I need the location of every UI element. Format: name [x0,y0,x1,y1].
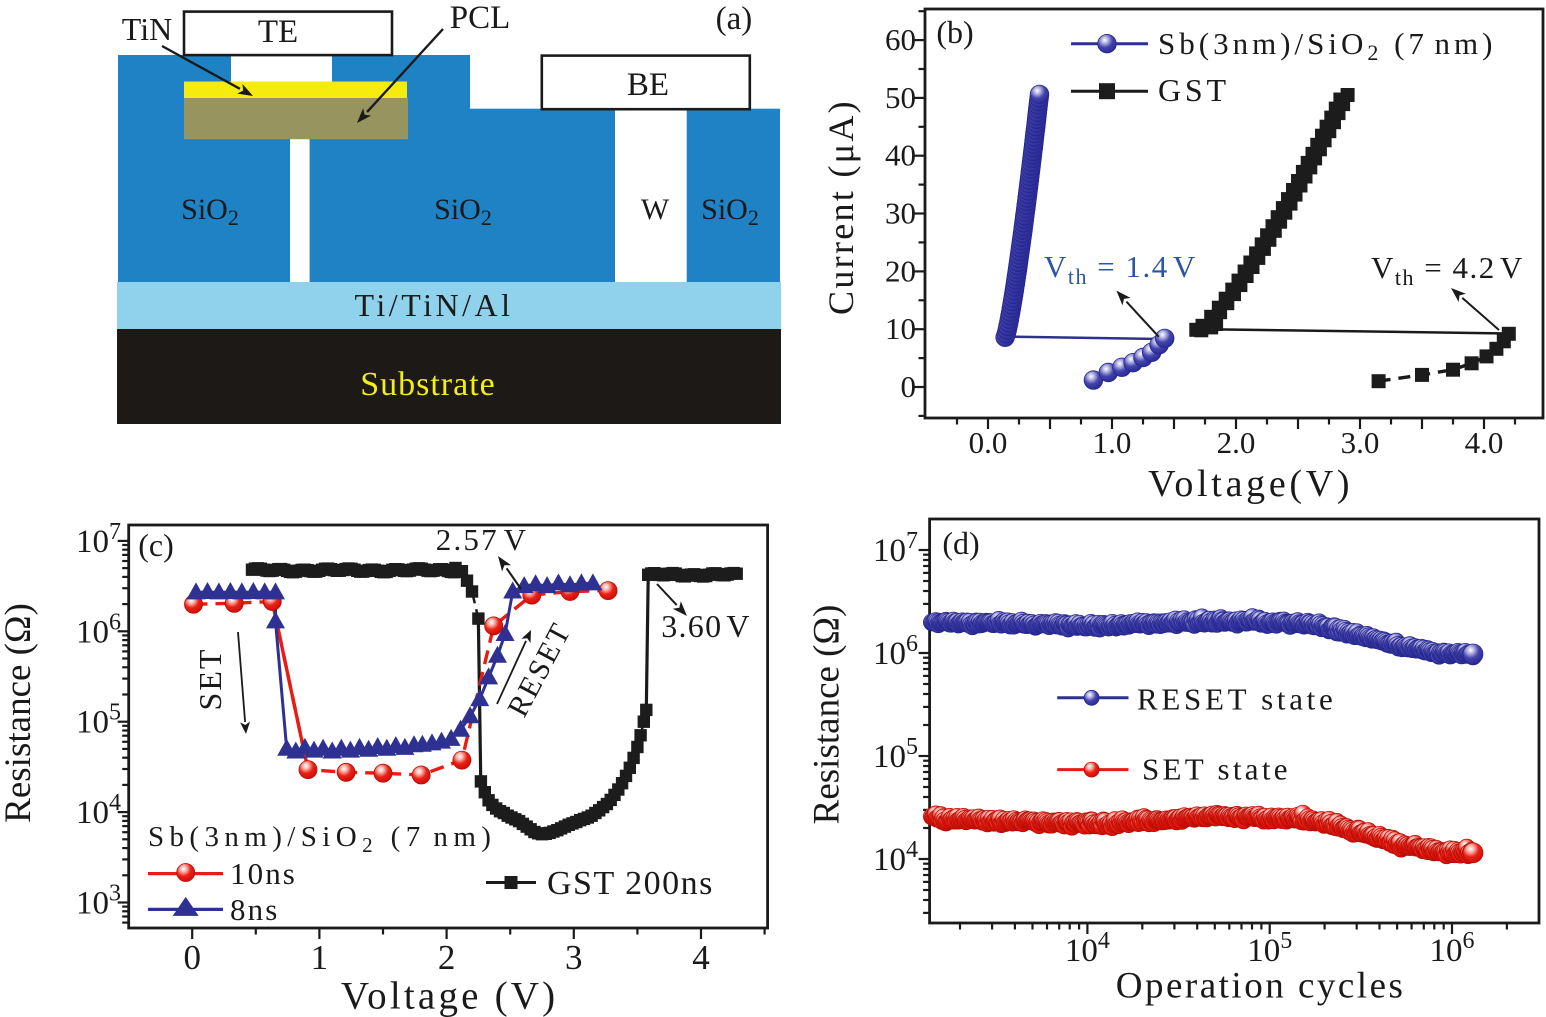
svg-text:50: 50 [885,80,916,115]
svg-text:105: 105 [1247,928,1292,969]
svg-text:2.0: 2.0 [1217,425,1256,460]
svg-text:0: 0 [901,369,917,404]
svg-text:SiO2: SiO2 [701,193,759,230]
svg-text:1.0: 1.0 [1093,425,1132,460]
svg-text:SET state: SET state [1142,751,1291,786]
svg-text:2: 2 [438,938,456,977]
svg-text:104: 104 [873,837,918,878]
svg-text:W: W [641,193,670,226]
svg-text:Ti/TiN/Al: Ti/TiN/Al [354,287,513,323]
svg-text:Current (μA): Current (μA) [821,99,861,315]
svg-text:RESET state: RESET state [1137,681,1336,716]
svg-text:GST 200ns: GST 200ns [547,865,714,902]
svg-text:SET: SET [192,648,228,711]
svg-text:3: 3 [565,938,583,977]
svg-text:Voltage(V): Voltage(V) [1148,463,1353,505]
svg-text:0: 0 [183,938,201,977]
svg-text:BE: BE [627,67,669,103]
svg-text:10ns: 10ns [230,856,297,891]
svg-text:Voltage (V): Voltage (V) [341,975,559,1017]
svg-text:Sb(3nm)/SiO2 (7 nm): Sb(3nm)/SiO2 (7 nm) [148,821,496,857]
svg-text:Vth = 4.2 V: Vth = 4.2 V [1371,250,1524,290]
svg-text:Resistance (Ω): Resistance (Ω) [807,605,848,825]
svg-text:60: 60 [885,22,916,57]
svg-text:(c): (c) [138,527,174,563]
svg-text:(d): (d) [942,525,979,561]
svg-text:3.60 V: 3.60 V [661,608,751,644]
svg-text:8ns: 8ns [230,892,279,927]
svg-text:2.57 V: 2.57 V [436,522,528,557]
svg-text:Substrate: Substrate [360,366,496,403]
svg-text:(a): (a) [716,1,753,37]
svg-text:SiO2: SiO2 [181,193,239,230]
svg-text:30: 30 [885,196,916,231]
svg-text:4.0: 4.0 [1465,425,1504,460]
svg-text:0.0: 0.0 [969,425,1008,460]
svg-text:PCL: PCL [450,0,511,36]
svg-text:3.0: 3.0 [1341,425,1380,460]
svg-text:Vth = 1.4 V: Vth = 1.4 V [1044,249,1197,289]
svg-text:1: 1 [311,938,329,977]
svg-text:TE: TE [258,14,298,50]
svg-text:(b): (b) [936,14,973,50]
svg-text:20: 20 [885,253,916,288]
svg-text:Sb(3nm)/SiO2 (7 nm): Sb(3nm)/SiO2 (7 nm) [1158,26,1496,65]
svg-text:GST: GST [1158,72,1230,108]
svg-text:10: 10 [885,311,916,346]
svg-text:TiN: TiN [122,11,172,47]
svg-text:40: 40 [885,138,916,173]
svg-text:Operation cycles: Operation cycles [1116,966,1406,1007]
svg-text:4: 4 [692,938,710,977]
svg-text:Resistance (Ω): Resistance (Ω) [0,603,39,823]
